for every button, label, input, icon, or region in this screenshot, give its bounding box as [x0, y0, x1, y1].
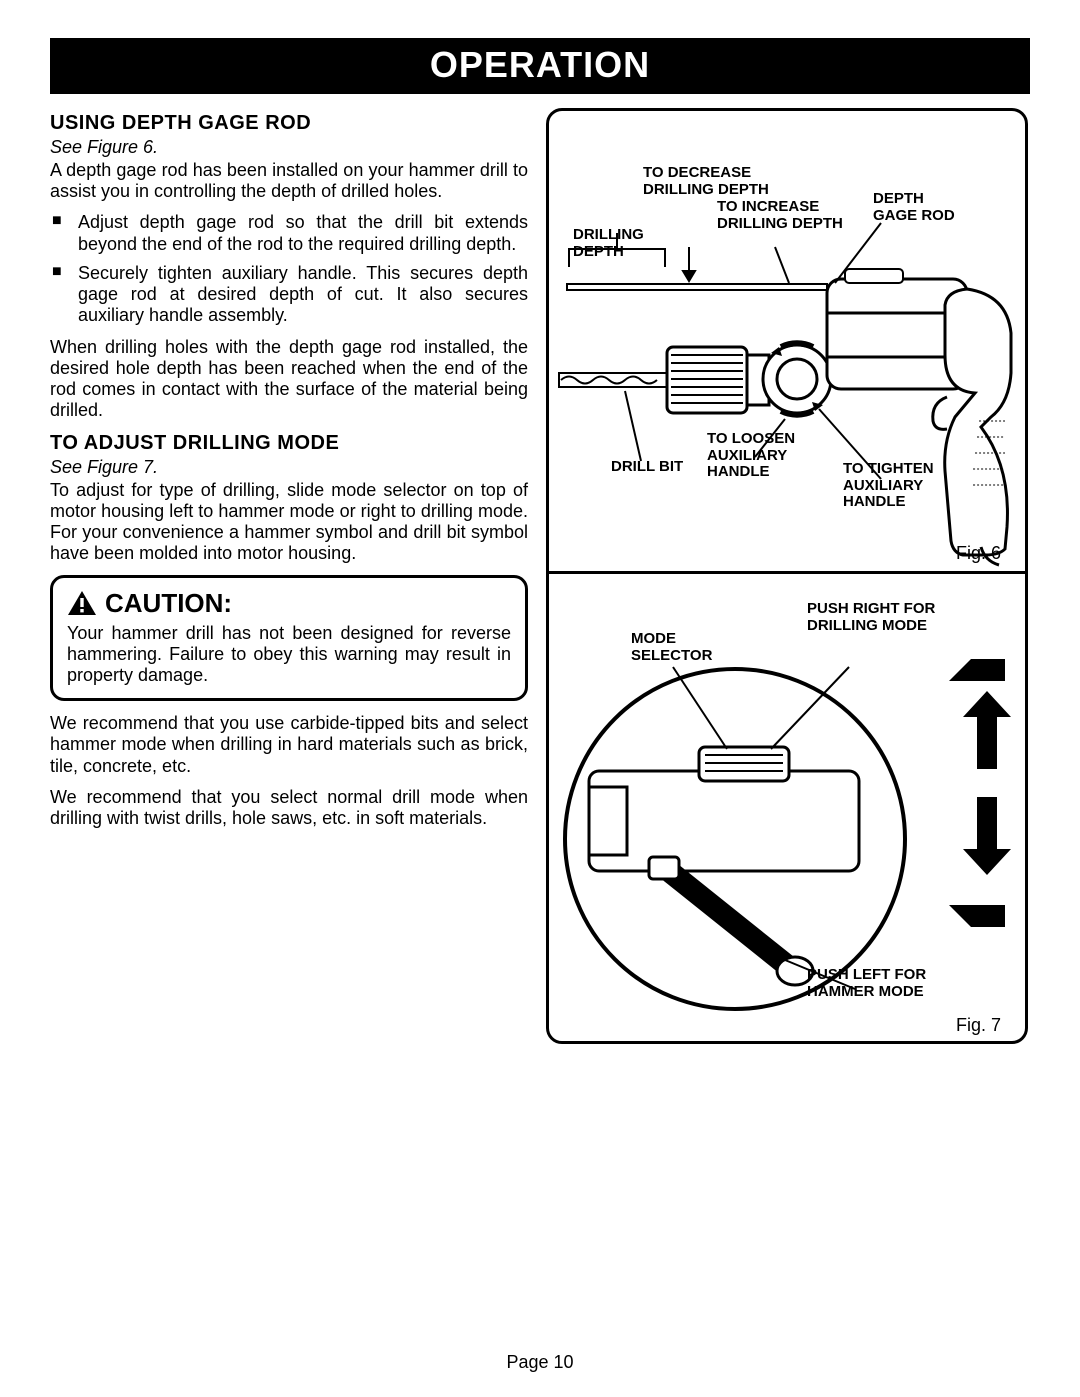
caution-box: CAUTION: Your hammer drill has not been …	[50, 575, 528, 702]
page-number: Page 10	[0, 1352, 1080, 1373]
figure-6-number: Fig. 6	[956, 543, 1001, 564]
bullet-list: Adjust depth gage rod so that the drill …	[50, 212, 528, 326]
label-drilling-depth: DRILLING DEPTH	[573, 227, 644, 260]
label-push-right: PUSH RIGHT FOR DRILLING MODE	[807, 601, 935, 634]
label-depth-gage-rod: DEPTH GAGE ROD	[873, 191, 955, 224]
figure-7-illustration	[549, 571, 1028, 1044]
label-to-decrease: TO DECREASE DRILLING DEPTH	[643, 165, 769, 198]
label-drill-bit: DRILL BIT	[611, 459, 683, 476]
label-to-increase: TO INCREASE DRILLING DEPTH	[717, 199, 843, 232]
label-to-tighten: TO TIGHTEN AUXILIARY HANDLE	[843, 461, 934, 511]
caution-header: CAUTION:	[67, 588, 511, 619]
left-column: USING DEPTH GAGE ROD See Figure 6. A dep…	[50, 108, 528, 1044]
heading-drilling-mode: TO ADJUST DRILLING MODE	[50, 432, 528, 455]
paragraph-mode-selector: To adjust for type of drilling, slide mo…	[50, 480, 528, 565]
see-figure-6: See Figure 6.	[50, 137, 528, 158]
list-item: Adjust depth gage rod so that the drill …	[50, 212, 528, 254]
figure-frame: TO DECREASE DRILLING DEPTH TO INCREASE D…	[546, 108, 1028, 1044]
caution-title: CAUTION:	[105, 588, 232, 619]
label-mode-selector: MODE SELECTOR	[631, 631, 712, 664]
intro-paragraph: A depth gage rod has been installed on y…	[50, 160, 528, 202]
see-figure-7: See Figure 7.	[50, 457, 528, 478]
paragraph-hard-materials: We recommend that you use carbide-tipped…	[50, 713, 528, 777]
label-push-left: PUSH LEFT FOR HAMMER MODE	[807, 967, 926, 1000]
heading-depth-gage: USING DEPTH GAGE ROD	[50, 112, 528, 135]
label-to-loosen: TO LOOSEN AUXILIARY HANDLE	[707, 431, 795, 481]
figure-7-number: Fig. 7	[956, 1015, 1001, 1036]
two-column-layout: USING DEPTH GAGE ROD See Figure 6. A dep…	[50, 108, 1030, 1044]
paragraph-soft-materials: We recommend that you select normal dril…	[50, 787, 528, 829]
page-banner: OPERATION	[50, 38, 1030, 94]
warning-triangle-icon	[67, 590, 97, 616]
caution-body: Your hammer drill has not been designed …	[67, 623, 511, 687]
paragraph-depth-contact: When drilling holes with the depth gage …	[50, 337, 528, 422]
list-item: Securely tighten auxiliary handle. This …	[50, 263, 528, 327]
figure-6-illustration	[549, 111, 1028, 571]
right-column: TO DECREASE DRILLING DEPTH TO INCREASE D…	[546, 108, 1028, 1044]
